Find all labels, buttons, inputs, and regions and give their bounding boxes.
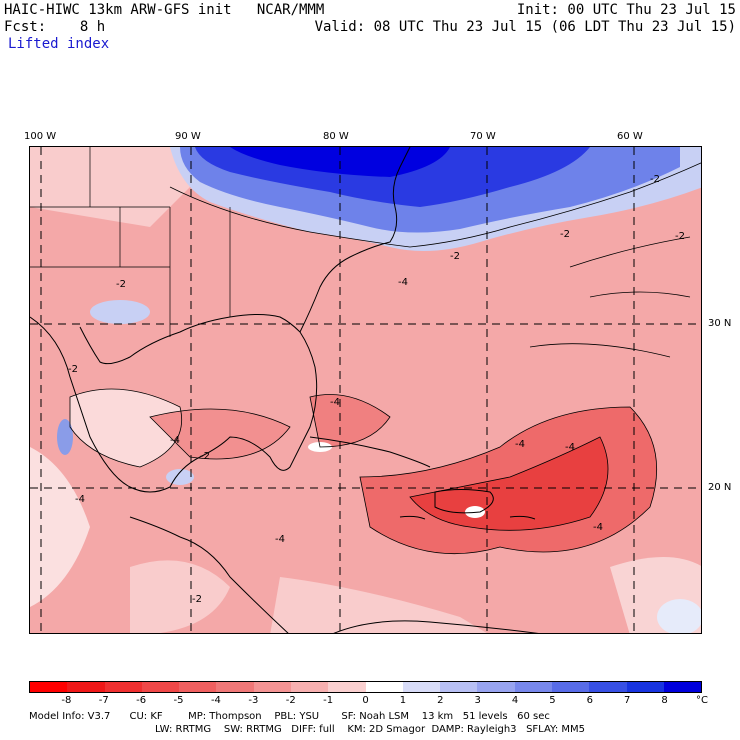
colorbar-unit: °C [696,695,708,706]
contour-label: -2 [200,451,210,462]
gulf-coast-line [30,314,318,493]
jamaica-outline [399,515,426,520]
contour-label: -2 [116,279,126,290]
colorbar-swatch [216,682,254,692]
map-svg: -2 -2 -2 -2 -2 -2 -4 -4 -4 -4 -4 -4 -4 -… [30,147,701,633]
lifted-index-map: -2 -2 -2 -2 -2 -2 -4 -4 -4 -4 -4 -4 -4 -… [29,146,702,634]
colorbar-swatch [104,682,142,692]
colorbar-tick-label: 0 [362,695,369,706]
contour-label: -2 [450,251,460,262]
colorbar-tick-label: -6 [136,695,147,706]
lon-label-80w: 80 W [323,131,349,142]
contour-label: -2 [68,364,78,375]
central-america-coast [179,536,289,633]
contour-minus6-core [409,436,609,531]
field-name: Lifted index [8,36,110,52]
colorbar-swatch [477,682,515,692]
atlantic-coast-line [299,147,411,333]
very-unstable-core [410,437,608,531]
model-info-line2: LW: RRTMG SW: RRTMG DIFF: full KM: 2D Sm… [155,724,585,735]
colorbar-tick-label: 3 [474,695,481,706]
colorbar-swatch [67,682,105,692]
colorbar-tick-label: 8 [661,695,668,706]
stable-patch-se [657,599,701,633]
contour-label: -4 [593,522,603,533]
contour-label: -4 [565,442,575,453]
contour-label: -2 [675,231,685,242]
colorbar-tick-label: 7 [624,695,631,706]
lon-label-60w: 60 W [617,131,643,142]
colorbar-swatch [514,682,552,692]
light-patch-south [270,577,487,633]
colorbar-tick-label: -4 [210,695,221,706]
contour-label: -2 [560,229,570,240]
colorbar-tick-label: 4 [511,695,519,706]
stable-patch-texas [90,300,150,324]
colorbar-swatch [402,682,441,692]
puerto-rico-outline [509,515,536,520]
colorbar-tick-label: 2 [437,695,444,706]
colorbar-swatch [30,682,68,692]
colorbar-tick-label: -8 [61,695,72,706]
colorbar-swatch [589,682,627,692]
contour-minus4-core [359,406,658,555]
contour-label: -4 [515,439,525,450]
colorbar-tick-label: -3 [248,695,259,706]
lat-label-20n: 20 N [708,482,732,493]
colorbar-swatch [551,682,590,692]
colorbar-swatch [440,682,478,692]
unstable-patch-gulf [150,409,290,459]
contour-cuba [309,394,391,448]
colorbar-tick-label: -1 [323,695,334,706]
model-title: HAIC-HIWC 13km ARW-GFS init NCAR/MMM [4,2,325,18]
contour-label: -4 [170,435,180,446]
lon-label-70w: 70 W [470,131,496,142]
colorbar-swatch [253,682,291,692]
south-america-coast [333,620,539,633]
forecast-hour: Fcst: 8 h [4,19,106,35]
coastlines [30,147,539,633]
colorbar-tick-label: -5 [173,695,184,706]
light-patch-centralam [130,560,230,633]
lon-label-100w: 100 W [24,131,57,142]
contour-label: -4 [275,534,285,545]
colorbar-tick-label: 5 [549,695,556,706]
light-patch-gulf [70,389,182,467]
colorbar-swatch [365,682,403,692]
colorbar-swatch [179,682,217,692]
colorbar-tick-label: 6 [586,695,594,706]
contour-label: -4 [75,494,85,505]
state-borders [30,147,231,337]
light-patch-mexico [30,447,90,607]
colorbar-swatch [141,682,180,692]
contour-gulf-2 [149,408,291,460]
contour-label: -4 [330,397,340,408]
lat-label-30n: 30 N [708,318,732,329]
colorbar [29,681,702,693]
init-time: Init: 00 UTC Thu 23 Jul 15 [516,2,736,18]
contour-label: -4 [398,277,408,288]
contour-label: -2 [650,174,660,185]
contour-0 [169,162,701,248]
cuba-outline [309,436,431,468]
lon-label-90w: 90 W [175,131,201,142]
colorbar-swatch [328,682,366,692]
colorbar-swatch [626,682,664,692]
mexico-south-coast [129,516,181,538]
colorbar-swatch [663,682,702,692]
contour-atlantic [529,236,691,358]
colorbar-tick-label: -2 [285,695,296,706]
valid-time: Valid: 08 UTC Thu 23 Jul 15 (06 LDT Thu … [314,19,736,35]
colorbar-tick-label: -7 [98,695,109,706]
model-info-line1: Model Info: V3.7 CU: KF MP: Thompson PBL… [29,711,550,722]
unstable-patch-cuba [310,394,390,447]
graticule [30,147,701,633]
contour-label-group: -2 -2 -2 -2 -2 -2 -4 -4 -4 -4 -4 -4 -4 -… [68,174,685,605]
colorbar-swatch [290,682,329,692]
stable-patch-mexico [57,419,73,455]
hispaniola-outline [434,489,494,514]
contours [69,162,701,555]
colorbar-tick-label: 1 [399,695,407,706]
contour-label: -2 [192,594,202,605]
